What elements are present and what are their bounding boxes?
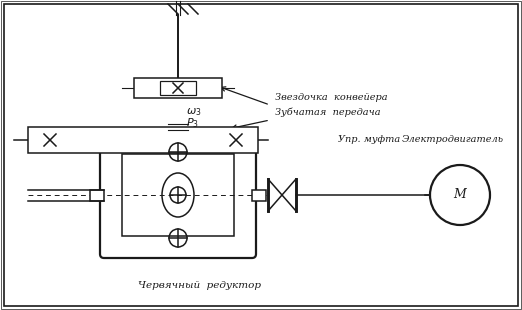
Text: Червячный  редуктор: Червячный редуктор (138, 281, 261, 290)
Bar (134, 78, 222, 98)
Bar (160, 81, 196, 95)
FancyBboxPatch shape (100, 132, 256, 258)
Text: Электродвигатель: Электродвигатель (402, 135, 504, 144)
Bar (90, 189, 104, 201)
Text: Упр. муфта: Упр. муфта (338, 135, 400, 144)
Text: Зубчатая  передача: Зубчатая передача (275, 108, 381, 117)
Text: Звездочка  конвейера: Звездочка конвейера (275, 93, 388, 102)
Text: $\omega_3$: $\omega_3$ (186, 106, 201, 118)
Text: М: М (454, 188, 466, 202)
Bar (28, 127, 258, 153)
Bar (122, 154, 234, 236)
Text: $P_3$: $P_3$ (186, 116, 199, 130)
Circle shape (430, 165, 490, 225)
Bar (252, 189, 266, 201)
